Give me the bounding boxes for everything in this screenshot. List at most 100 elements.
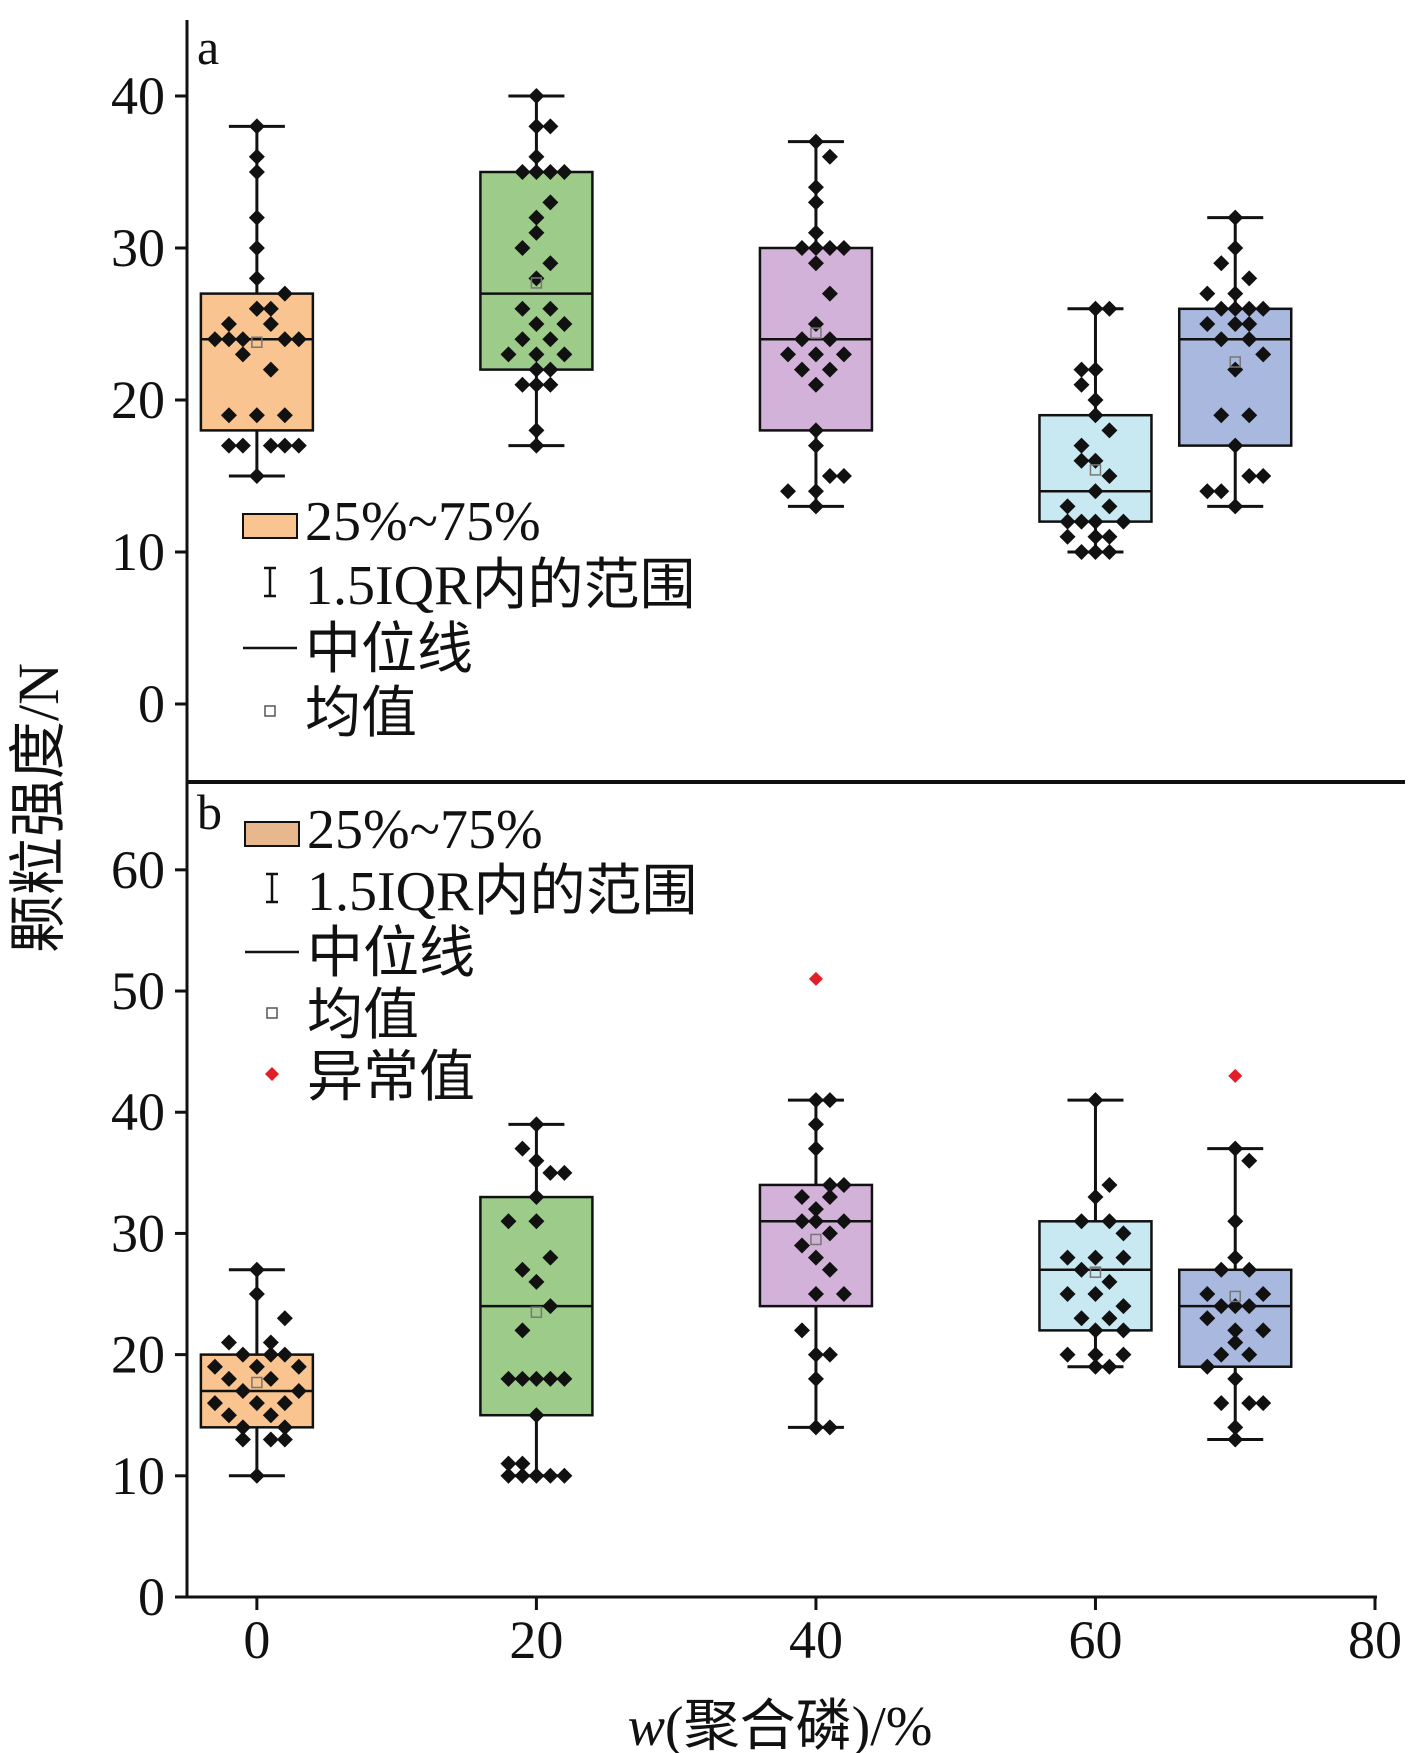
data-point — [542, 1370, 559, 1387]
data-point — [1087, 544, 1104, 560]
data-point — [1115, 1346, 1132, 1363]
x-tick-label: 80 — [1348, 1610, 1402, 1670]
data-point — [807, 346, 824, 363]
data-point — [1255, 1286, 1272, 1303]
data-point — [276, 1310, 293, 1327]
legend-label: 1.5IQR内的范围 — [305, 555, 695, 617]
data-point — [793, 331, 810, 348]
iqr-box — [1177, 1268, 1293, 1368]
data-point — [276, 1431, 293, 1448]
data-point — [1199, 483, 1216, 500]
mean-marker — [251, 1376, 263, 1389]
legend-label: 均值 — [307, 985, 419, 1047]
data-point — [1101, 422, 1118, 439]
data-point — [528, 164, 545, 180]
data-point — [1059, 1286, 1076, 1303]
data-point — [248, 209, 265, 226]
data-point — [1087, 1286, 1104, 1303]
data-point — [276, 285, 293, 302]
y-tick-label: 20 — [111, 370, 165, 430]
data-point — [807, 422, 824, 439]
data-point — [1087, 483, 1104, 500]
data-point — [807, 179, 824, 196]
data-point — [793, 1189, 810, 1206]
data-point — [1213, 1395, 1230, 1412]
data-point — [1241, 1395, 1258, 1412]
data-point — [262, 1407, 279, 1424]
data-point — [234, 1431, 251, 1448]
y-tick-label: 30 — [111, 218, 165, 278]
data-point — [1087, 300, 1104, 317]
data-point — [528, 1152, 545, 1169]
data-point — [1255, 1322, 1272, 1339]
data-point — [556, 1467, 573, 1484]
data-point — [1101, 468, 1118, 484]
data-point — [779, 346, 796, 363]
data-point — [1101, 1213, 1118, 1230]
data-point — [1087, 513, 1104, 530]
y-tick-label: 60 — [111, 840, 165, 900]
data-point — [262, 316, 279, 332]
data-point — [220, 1407, 237, 1424]
data-point — [1073, 437, 1090, 454]
data-point — [1213, 1298, 1230, 1315]
data-point — [1115, 1298, 1132, 1315]
legend-outlier-swatch — [265, 1067, 279, 1081]
legend-box-swatch — [242, 513, 298, 539]
data-point — [528, 437, 545, 454]
data-point — [1101, 300, 1118, 317]
data-point — [262, 300, 279, 317]
data-point — [1213, 300, 1230, 317]
data-point — [807, 1286, 824, 1303]
mean-marker — [530, 1306, 543, 1318]
data-point — [1241, 1346, 1258, 1363]
data-point — [528, 148, 545, 165]
data-point — [793, 361, 810, 378]
data-point — [821, 1176, 838, 1193]
data-point — [1115, 513, 1132, 530]
data-point — [1213, 331, 1230, 348]
data-point — [1227, 1322, 1244, 1339]
data-point — [807, 498, 824, 515]
data-point — [1101, 528, 1118, 545]
data-point — [807, 1140, 824, 1157]
data-point — [807, 194, 824, 211]
data-point — [1227, 1334, 1244, 1351]
data-point — [528, 1467, 545, 1484]
legend-label: 1.5IQR内的范围 — [307, 861, 697, 923]
mean-marker — [810, 327, 822, 339]
box-group — [1038, 1092, 1153, 1375]
data-point — [1087, 528, 1104, 545]
data-point — [1087, 1249, 1104, 1266]
data-point — [248, 468, 265, 484]
data-point — [542, 255, 559, 272]
data-point — [1241, 316, 1258, 332]
data-point — [528, 316, 545, 332]
box-group — [808, 971, 823, 986]
data-point — [1087, 1189, 1104, 1206]
legend-label: 均值 — [305, 683, 417, 745]
data-point — [1213, 407, 1230, 424]
data-point — [206, 1358, 223, 1375]
x-tick-label: 40 — [789, 1610, 843, 1670]
iqr-box — [1038, 1220, 1153, 1332]
data-point — [514, 1140, 531, 1157]
data-point — [220, 1334, 237, 1351]
data-point — [1227, 437, 1244, 454]
data-point — [821, 240, 838, 256]
data-point — [262, 1346, 279, 1363]
data-point — [1101, 1310, 1118, 1327]
data-point — [807, 1419, 824, 1436]
data-point — [821, 331, 838, 348]
data-point — [220, 316, 237, 332]
data-point — [528, 88, 545, 104]
data-point — [1199, 1358, 1216, 1375]
data-point — [1087, 1322, 1104, 1339]
data-point — [1241, 1261, 1258, 1278]
box-group — [758, 133, 874, 515]
data-point — [1087, 1092, 1104, 1109]
data-point — [290, 437, 307, 454]
